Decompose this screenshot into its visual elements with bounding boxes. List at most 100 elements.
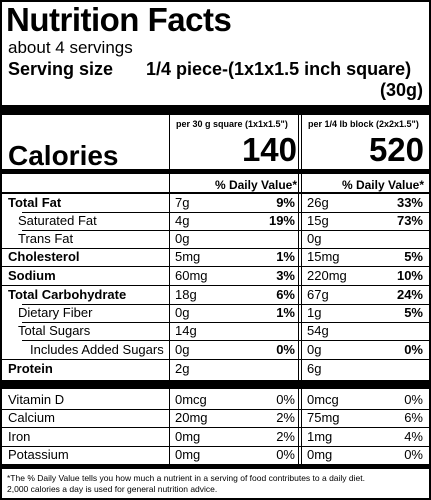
micronutrient-dv-1: 2% <box>276 410 295 425</box>
row-divider <box>22 304 429 305</box>
nutrient-amount-2: 0g <box>307 231 322 246</box>
nutrient-amount-1: 0g <box>175 305 190 320</box>
row-divider <box>2 285 429 286</box>
column-divider-left-2 <box>298 115 299 380</box>
nutrient-amount-1: 14g <box>175 323 197 338</box>
micronutrient-amount-1: 20mg <box>175 410 208 425</box>
row-divider <box>2 359 429 360</box>
nutrient-name: Total Sugars <box>18 323 91 338</box>
thin-divider <box>2 192 429 194</box>
micronutrient-name: Calcium <box>8 410 55 425</box>
nutrient-dv-1: 1% <box>276 249 295 264</box>
nutrient-name: Cholesterol <box>8 249 80 264</box>
nutrient-amount-1: 4g <box>175 213 190 228</box>
medium-divider <box>2 169 429 174</box>
nutrient-name: Dietary Fiber <box>18 305 93 320</box>
row-divider <box>2 266 429 267</box>
nutrient-dv-2: 10% <box>396 268 423 283</box>
nutrient-amount-2: 67g <box>307 287 329 302</box>
nutrient-name: Saturated Fat <box>18 213 97 228</box>
row-divider <box>22 212 429 213</box>
micro-row-divider <box>2 446 429 447</box>
nutrient-name: Protein <box>8 361 53 376</box>
nutrient-name: Trans Fat <box>18 231 74 246</box>
micro-row-divider <box>2 427 429 428</box>
row-divider <box>22 340 429 341</box>
thick-divider <box>2 105 429 115</box>
micronutrient-amount-1: 0mg <box>175 429 201 444</box>
daily-value-header-2: % Daily Value* <box>341 178 424 192</box>
label-title: Nutrition Facts <box>6 1 232 38</box>
nutrient-amount-1: 5mg <box>175 249 201 264</box>
nutrient-amount-1: 0g <box>175 342 190 357</box>
row-divider <box>22 230 429 231</box>
micronutrient-name: Iron <box>8 429 31 444</box>
micronutrient-dv-2: 0% <box>404 447 423 462</box>
micronutrient-dv-1: 0% <box>276 392 295 407</box>
nutrient-amount-2: 15g <box>307 213 329 228</box>
nutrient-amount-2: 220mg <box>307 268 347 283</box>
nutrient-dv-2: 73% <box>396 213 423 228</box>
micronutrient-dv-2: 0% <box>404 392 423 407</box>
nutrient-dv-1: 0% <box>276 342 295 357</box>
nutrient-amount-2: 15mg <box>307 249 340 264</box>
nutrient-dv-1: 3% <box>276 268 295 283</box>
nutrient-dv-2: 5% <box>404 249 423 264</box>
micronutrient-amount-2: 0mg <box>307 447 333 462</box>
nutrient-amount-1: 2g <box>175 361 190 376</box>
servings-per-container: about 4 servings <box>8 38 133 57</box>
nutrient-dv-2: 24% <box>396 287 423 302</box>
nutrient-amount-2: 26g <box>307 195 329 210</box>
nutrient-dv-1: 9% <box>276 195 295 210</box>
serving-size-grams: (30g) <box>379 80 423 100</box>
column-header-1: per 30 g square (1x1x1.5") <box>176 119 288 129</box>
micronutrient-name: Potassium <box>8 447 69 462</box>
micronutrient-amount-1: 0mcg <box>175 392 207 407</box>
column-divider-right-1 <box>301 115 302 380</box>
daily-value-header-1: % Daily Value* <box>214 178 297 192</box>
nutrient-amount-2: 0g <box>307 342 322 357</box>
nutrient-amount-2: 54g <box>307 323 329 338</box>
nutrient-name: Total Fat <box>8 195 62 210</box>
micronutrient-dv-1: 0% <box>276 447 295 462</box>
serving-size-label: Serving size <box>8 59 114 79</box>
nutrient-dv-1: 1% <box>276 305 295 320</box>
column-divider-micro-2 <box>298 389 299 464</box>
nutrient-amount-2: 6g <box>307 361 322 376</box>
nutrient-dv-1: 19% <box>268 213 295 228</box>
nutrient-amount-1: 7g <box>175 195 190 210</box>
micronutrient-name: Vitamin D <box>8 392 65 407</box>
serving-size-value: 1/4 piece-(1x1x1.5 inch square) <box>146 59 412 79</box>
micronutrient-amount-1: 0mg <box>175 447 201 462</box>
footnote-divider <box>2 464 429 469</box>
row-divider <box>22 322 429 323</box>
nutrient-name: Includes Added Sugars <box>30 342 164 357</box>
micronutrient-dv-2: 6% <box>404 410 423 425</box>
thick-divider-2 <box>2 380 429 389</box>
column-divider-micro-3 <box>301 389 302 464</box>
nutrient-amount-2: 1g <box>307 305 322 320</box>
nutrient-dv-2: 33% <box>396 195 423 210</box>
micronutrient-amount-2: 0mcg <box>307 392 339 407</box>
nutrient-dv-1: 6% <box>276 287 295 302</box>
calories-value-2: 520 <box>368 131 424 168</box>
nutrient-dv-2: 5% <box>404 305 423 320</box>
nutrient-amount-1: 18g <box>175 287 197 302</box>
column-header-2: per 1/4 lb block (2x2x1.5") <box>308 119 419 129</box>
nutrient-name: Total Carbohydrate <box>8 287 127 302</box>
footnote-line-2: 2,000 calories a day is used for general… <box>7 484 218 494</box>
micro-row-divider <box>2 409 429 410</box>
nutrient-amount-1: 60mg <box>175 268 208 283</box>
row-divider <box>2 248 429 249</box>
micronutrient-amount-2: 75mg <box>307 410 340 425</box>
column-divider-left-1 <box>169 115 170 380</box>
calories-value-1: 140 <box>241 131 297 168</box>
footnote-line-1: *The % Daily Value tells you how much a … <box>7 473 365 483</box>
micronutrient-dv-2: 4% <box>404 429 423 444</box>
nutrient-amount-1: 0g <box>175 231 190 246</box>
column-divider-micro-1 <box>169 389 170 464</box>
micronutrient-dv-1: 2% <box>276 429 295 444</box>
micronutrient-amount-2: 1mg <box>307 429 333 444</box>
calories-label: Calories <box>8 140 119 171</box>
